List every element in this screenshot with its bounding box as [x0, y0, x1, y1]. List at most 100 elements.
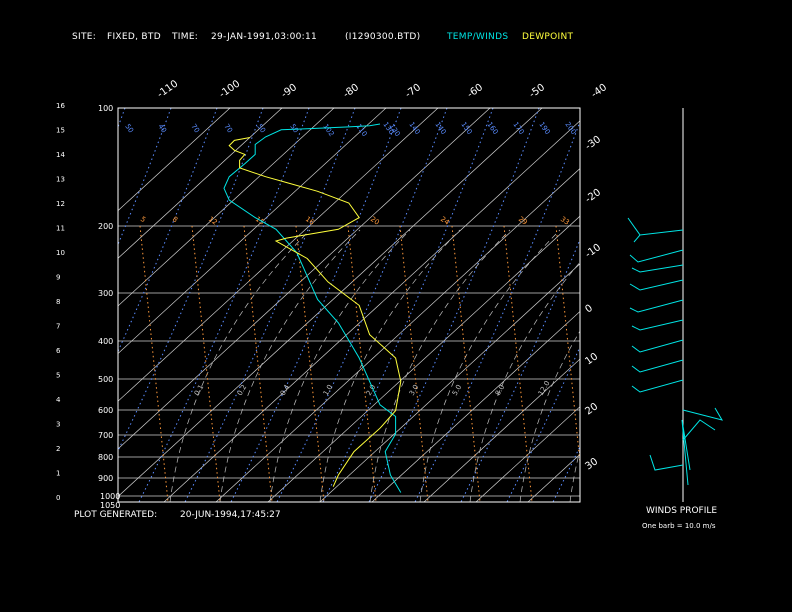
temp-right-label: -20	[583, 187, 603, 205]
height-km-label: 15	[56, 127, 65, 135]
temp-right-label: -30	[583, 134, 603, 152]
temp-right-label: -10	[583, 242, 603, 260]
moist-adiabat	[519, 330, 580, 502]
plot-frame	[117, 107, 581, 503]
temp-right-label: 0	[583, 303, 595, 316]
height-km-label: 7	[56, 323, 60, 331]
dry-adiabat-label: 50	[123, 123, 135, 135]
isotherm-line	[118, 108, 231, 212]
isotherm-line	[118, 108, 439, 402]
mixing-ratio-label: 33	[559, 215, 571, 227]
dry-adiabat-label: 110	[354, 123, 368, 139]
moist-adiabat	[319, 229, 461, 502]
dry-adiabat-label: 50	[288, 123, 300, 135]
moist-adiabat-label: 8.0	[494, 383, 506, 397]
mixing-ratio-line	[243, 225, 273, 502]
wind-barb	[681, 419, 691, 486]
isotherm-line	[118, 108, 543, 497]
dry-adiabat-label: 70	[222, 123, 234, 135]
dry-adiabat-label: 140	[433, 121, 447, 137]
dry-adiabat	[118, 108, 264, 452]
height-km-label: 16	[56, 102, 65, 110]
moist-adiabat-label: 5.0	[451, 383, 463, 397]
temp-right-label: 10	[583, 351, 600, 367]
dry-adiabat	[118, 108, 126, 129]
mixing-ratio-label: 16	[304, 215, 316, 227]
barb-note: One barb = 10.0 m/s	[642, 522, 716, 530]
file-id: (I1290300.BTD)	[345, 32, 421, 42]
wind-barb	[631, 359, 684, 373]
dry-adiabat-label: 160	[485, 121, 499, 137]
dry-adiabat-label: 102	[321, 123, 335, 139]
pressure-label: 600	[98, 406, 113, 415]
moist-adiabat-label: 12.0	[537, 379, 552, 397]
isotherm-line	[423, 358, 580, 502]
temp-top-label: -90	[279, 82, 299, 100]
mixing-ratio-line	[139, 225, 169, 502]
height-km-label: 14	[56, 151, 65, 159]
wind-barb	[631, 319, 684, 331]
wind-barb	[631, 264, 684, 273]
height-km-label: 11	[56, 225, 65, 233]
isotherm-line	[118, 108, 335, 307]
height-km-label: 10	[56, 249, 65, 257]
dry-adiabat	[118, 108, 172, 246]
plot-area	[118, 108, 792, 502]
moist-adiabat	[369, 229, 511, 502]
dry-adiabat	[552, 445, 580, 502]
time-value: 29-JAN-1991,03:00:11	[211, 32, 318, 42]
legend-temp-winds: TEMP/WINDS	[447, 32, 509, 42]
mixing-ratio-line	[555, 225, 580, 468]
moist-adiabat-label: 0.1	[193, 383, 205, 397]
height-km-label: 0	[56, 494, 60, 502]
height-km-label: 9	[56, 274, 60, 282]
dry-adiabat-label: 50	[255, 123, 267, 135]
pressure-label: 200	[98, 222, 113, 231]
isotherm-line	[632, 108, 792, 502]
wind-barb	[682, 419, 716, 441]
mixing-ratio-line	[295, 225, 325, 502]
dry-adiabat	[322, 108, 494, 502]
isotherm-line	[215, 167, 580, 502]
moist-adiabat	[219, 229, 361, 502]
temp-right-label: 20	[583, 401, 600, 417]
pressure-label: 800	[98, 453, 113, 462]
mixing-ratio-label: 15	[254, 215, 266, 227]
isotherm-line	[527, 453, 580, 502]
pressure-label: 1000	[100, 492, 120, 501]
legend-dewpoint: DEWPOINT	[522, 32, 574, 42]
dry-adiabat	[414, 120, 580, 502]
dry-adiabat	[118, 108, 218, 353]
isotherm-line	[118, 108, 387, 355]
height-km-label: 3	[56, 421, 60, 429]
isotherm-line	[319, 263, 580, 502]
isotherm-line	[267, 215, 580, 502]
isotherm-line	[118, 108, 491, 450]
mixing-ratio-line	[191, 225, 221, 502]
time-label: TIME:	[172, 32, 199, 42]
temp-top-label: -50	[527, 82, 547, 100]
pressure-label: 300	[98, 289, 113, 298]
pressure-label: 400	[98, 337, 113, 346]
moist-adiabat	[269, 229, 411, 502]
wind-barb	[629, 299, 684, 313]
height-km-label: 2	[56, 445, 60, 453]
pressure-label: 100	[98, 104, 113, 113]
moist-adiabat	[169, 229, 311, 502]
wind-barb	[631, 339, 684, 353]
site-value: FIXED, BTD	[107, 32, 161, 42]
plot-generated-value: 20-JUN-1994,17:45:27	[180, 510, 281, 520]
pressure-label: 900	[98, 474, 113, 483]
pressure-label: 1050	[100, 501, 120, 510]
mixing-ratio-line	[347, 225, 377, 502]
dry-adiabat	[138, 108, 310, 502]
height-km-label: 13	[56, 176, 65, 184]
pressure-label: 500	[98, 375, 113, 384]
mixing-ratio-label: 12	[207, 215, 219, 227]
dry-adiabat	[276, 108, 448, 502]
dry-adiabat-label: 70	[189, 123, 201, 135]
mixing-ratio-label: 29	[517, 215, 529, 227]
mixing-ratio-line	[399, 225, 429, 502]
moist-adiabat-label: 0.2	[236, 383, 248, 397]
